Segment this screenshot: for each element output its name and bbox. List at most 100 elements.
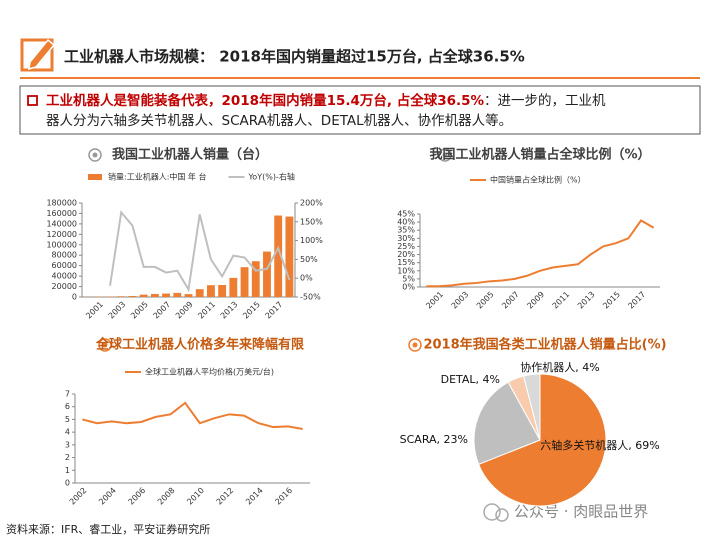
bar	[240, 267, 249, 297]
title-icon	[92, 152, 98, 158]
x-tick-label: 2005	[129, 300, 150, 321]
source-note: 资料来源：IFR、睿工业，平安证券研究所	[6, 522, 210, 536]
chart-title: 2018年我国各类工业机器人销量占比(%)	[423, 337, 666, 353]
y-tick-label: 5	[65, 415, 70, 424]
y-tick-label: 0	[65, 479, 70, 488]
legend-swatch	[88, 174, 102, 180]
x-tick-label: 2015	[241, 300, 262, 321]
y2-tick-label: 100%	[300, 236, 323, 245]
x-tick-label: 2001	[424, 290, 445, 311]
y-tick-label: 2	[65, 453, 70, 462]
x-tick-label: 2007	[152, 300, 173, 321]
bar	[274, 215, 283, 297]
y-tick-label: 25%	[397, 242, 415, 251]
y2-tick-label: 50%	[300, 255, 318, 264]
legend-label: 销量:工业机器人:中国 年 台	[108, 172, 206, 182]
x-tick-label: 2010	[185, 486, 206, 507]
y-tick-label: 15%	[397, 258, 415, 267]
x-tick-label: 2015	[601, 290, 622, 311]
y-tick-label: 40000	[52, 272, 77, 281]
bar	[139, 294, 148, 297]
legend-label: 全球工业机器人平均价格(万美元/台)	[145, 367, 274, 377]
y-tick-label: 140000	[46, 219, 77, 228]
title-icon	[438, 148, 452, 162]
bar	[195, 289, 204, 297]
title-icon	[442, 152, 448, 158]
chart-title: 全球工业机器人价格多年来降幅有限	[95, 337, 305, 353]
line	[426, 219, 655, 288]
y-tick-label: 7	[65, 390, 70, 399]
y-tick-label: 20000	[52, 282, 77, 291]
y-tick-label: 0	[72, 293, 77, 302]
x-tick-label: 2011	[551, 290, 572, 311]
y2-tick-label: -50%	[300, 293, 321, 302]
x-tick-label: 2009	[174, 300, 195, 321]
y-tick-label: 20%	[397, 250, 415, 259]
bar	[117, 296, 126, 297]
x-tick-label: 2008	[156, 486, 177, 507]
x-tick-label: 2016	[273, 486, 294, 507]
bar	[263, 251, 271, 297]
legend-label: 中国销量占全球比例（%）	[490, 175, 586, 185]
y-tick-label: 3	[65, 440, 70, 449]
bar	[285, 216, 294, 297]
header-icon	[20, 38, 56, 72]
bar	[184, 294, 193, 297]
bullet-box	[19, 85, 701, 135]
title-icon	[88, 148, 102, 162]
y-tick-label: 60000	[52, 261, 77, 270]
y-tick-label: 120000	[46, 230, 77, 239]
x-tick-label: 2004	[97, 486, 118, 507]
bar	[173, 292, 182, 297]
x-tick-label: 2005	[475, 290, 496, 311]
x-tick-label: 2002	[68, 486, 89, 507]
y2-tick-label: 150%	[300, 217, 323, 226]
y-tick-label: 10%	[397, 266, 415, 275]
y2-tick-label: 0%	[300, 274, 313, 283]
y-tick-label: 100000	[46, 240, 77, 249]
x-tick-label: 2011	[196, 300, 217, 321]
pie-slice	[522, 373, 541, 441]
title-icon	[412, 342, 418, 348]
title-icon	[98, 338, 112, 352]
x-tick-label: 2014	[244, 486, 265, 507]
line	[109, 210, 291, 293]
bullet-line-2: 器人分为六轴多关节机器人、SCARA机器人、DETAL机器人、协作机器人等。	[46, 112, 512, 129]
x-tick-label: 2006	[127, 486, 148, 507]
watermark: 公众号 · 肉眼品世界	[514, 503, 648, 521]
chart-title: 我国工业机器人销量（台）	[112, 147, 268, 163]
pie-label: DETAL, 4%	[441, 373, 500, 386]
bar	[128, 296, 137, 297]
bullet-line-1: 工业机器人是智能装备代表，2018年国内销量15.4万台, 占全球36.5%：进…	[46, 92, 606, 109]
pie-slice	[477, 373, 607, 507]
watermark-icon	[483, 503, 509, 522]
pie-slice	[473, 381, 541, 465]
bar	[150, 293, 159, 297]
page-title: 工业机器人市场规模： 2018年国内销量超过15万台, 占全球36.5%	[64, 48, 525, 66]
bar	[229, 277, 238, 297]
title-icon	[408, 338, 422, 352]
y-tick-label: 0%	[402, 283, 415, 292]
y-tick-label: 6	[65, 402, 70, 411]
bullet-marker	[27, 95, 38, 106]
y-tick-label: 30%	[397, 234, 415, 243]
bar	[206, 285, 215, 297]
pie-label: 六轴多关节机器人, 69%	[540, 438, 659, 452]
y-tick-label: 4	[65, 428, 70, 437]
x-tick-label: 2017	[626, 290, 647, 311]
pie-label: 协作机器人, 4%	[520, 360, 599, 374]
chart-title: 我国工业机器人销量占全球比例（%）	[429, 147, 650, 163]
bar	[106, 296, 114, 297]
x-tick-label: 2003	[450, 290, 471, 311]
x-tick-label: 2013	[219, 300, 240, 321]
y-tick-label: 40%	[397, 218, 415, 227]
y-tick-label: 180000	[46, 199, 77, 208]
line	[82, 401, 303, 430]
x-tick-label: 2013	[576, 290, 597, 311]
bar	[162, 293, 171, 297]
x-tick-label: 2003	[107, 300, 128, 321]
y-tick-label: 45%	[397, 210, 415, 219]
y-tick-label: 35%	[397, 226, 415, 235]
pie-label: SCARA, 23%	[400, 433, 468, 446]
